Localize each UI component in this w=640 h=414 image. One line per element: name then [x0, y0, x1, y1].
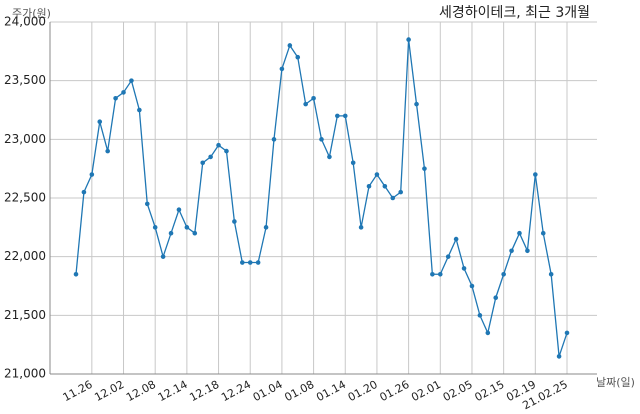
point	[342, 113, 348, 119]
point	[382, 183, 388, 189]
point	[224, 148, 229, 154]
point	[240, 260, 245, 265]
x-tick-label: 12.08	[124, 378, 158, 404]
point	[517, 230, 522, 236]
point	[422, 166, 427, 171]
point	[327, 154, 332, 160]
point	[319, 137, 324, 142]
point	[303, 101, 308, 107]
point	[493, 295, 499, 301]
y-tick-label: 21,500	[4, 308, 46, 322]
x-tick-label: 11.26	[61, 378, 95, 404]
point	[509, 248, 514, 254]
x-tick-label: 01.04	[251, 378, 285, 404]
x-tick-label: 02.05	[441, 378, 475, 404]
point	[137, 107, 142, 113]
point	[390, 195, 396, 201]
point	[105, 148, 110, 154]
point	[335, 113, 340, 119]
point	[89, 172, 95, 177]
point	[437, 271, 443, 277]
y-tick-label: 22,000	[4, 249, 46, 263]
point	[485, 330, 491, 336]
point	[200, 160, 206, 166]
x-tick-label: 12.24	[219, 378, 253, 404]
y-tick-label: 21,000	[4, 367, 46, 381]
y-axis-label: 주가(원)	[12, 7, 51, 20]
point	[525, 248, 530, 254]
x-tick-label: 01.08	[282, 378, 316, 404]
y-tick-label: 23,500	[4, 73, 46, 87]
x-tick-label: 01.20	[346, 378, 380, 404]
point	[461, 266, 467, 271]
point	[311, 95, 316, 101]
chart-title: 세경하이테크, 최근 3개월	[439, 5, 590, 21]
point	[414, 101, 419, 107]
x-tick-label: 12.18	[187, 378, 221, 404]
point	[366, 183, 372, 189]
x-tick-label: 12.14	[156, 378, 190, 404]
point	[113, 95, 118, 101]
y-tick-label: 22,500	[4, 191, 46, 205]
point	[263, 225, 269, 230]
point	[160, 254, 166, 259]
point	[152, 225, 158, 230]
point	[279, 66, 285, 72]
point	[73, 271, 79, 277]
point	[406, 37, 411, 42]
x-tick-label: 01.26	[378, 378, 412, 404]
point	[374, 172, 380, 177]
point	[176, 207, 182, 213]
point	[168, 230, 174, 236]
point	[350, 160, 356, 166]
point	[232, 219, 237, 224]
point	[445, 254, 451, 259]
point	[564, 330, 570, 336]
x-axis-label: 날짜(일)	[596, 375, 635, 389]
y-tick-label: 24,000	[4, 15, 46, 29]
point	[556, 354, 562, 359]
point	[453, 236, 459, 242]
point	[271, 137, 277, 142]
x-tick-label: 12.02	[92, 378, 126, 404]
point	[216, 142, 221, 148]
point	[144, 201, 150, 207]
point	[129, 78, 134, 83]
point	[208, 154, 213, 160]
point	[469, 283, 475, 289]
point	[398, 189, 403, 195]
point	[97, 119, 103, 125]
point	[540, 230, 546, 236]
point	[121, 90, 126, 95]
point	[287, 43, 293, 48]
point	[358, 225, 364, 230]
point	[477, 313, 483, 318]
x-tick-label: 02.01	[409, 378, 443, 404]
point	[81, 189, 87, 195]
point	[295, 54, 301, 60]
point	[548, 271, 554, 277]
x-tick-label: 01.14	[314, 378, 348, 404]
point	[247, 260, 253, 265]
point	[192, 230, 198, 236]
point	[184, 225, 190, 230]
x-tick-label: 02.15	[473, 378, 507, 404]
point	[255, 260, 261, 265]
point	[501, 271, 506, 277]
point	[533, 172, 538, 177]
point	[430, 271, 435, 277]
y-tick-label: 23,000	[4, 132, 46, 146]
